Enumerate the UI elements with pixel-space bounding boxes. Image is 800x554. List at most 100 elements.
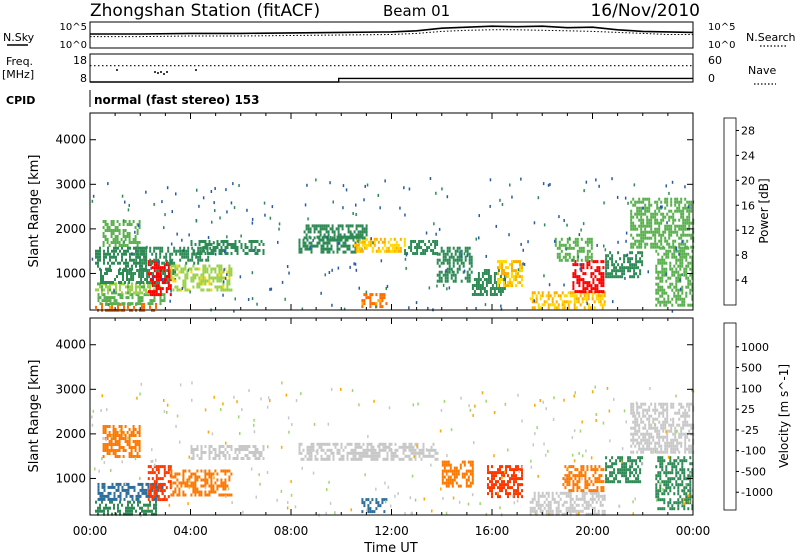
- nsearch-tick-bottom: 10^0: [708, 40, 735, 51]
- heatmap-patch: [303, 224, 368, 240]
- heatmap-noise: [91, 177, 695, 313]
- nsky-tick-top: 10^5: [60, 22, 87, 33]
- power-colorbar: 4 8 12 16 20 24 28: [723, 117, 755, 306]
- freq-unit-label: [MHz]: [2, 68, 34, 81]
- power-heatmap-panel: 1000 2000 3000 4000 Slant Range [km] 4 8 12 16…: [27, 112, 771, 313]
- colorbar-tick-label: 28: [741, 124, 755, 137]
- y-tick-label: 3000: [55, 382, 86, 396]
- nsky-series-line: [90, 25, 694, 35]
- velocity-colorbar-label: Velocity [m s^-1]: [777, 364, 791, 468]
- y-tick-label: 2000: [55, 222, 86, 236]
- colorbar-tick-label: 16: [741, 199, 755, 212]
- heatmap-patch: [404, 240, 439, 255]
- colorbar-tick-label: 20: [741, 174, 755, 187]
- velocity-x-axis: 00:00 04:00 08:00 12:00 16:00 20:00 00:00: [73, 524, 711, 538]
- time-axis-label: Time UT: [363, 541, 417, 554]
- freq-series-line: [90, 77, 693, 83]
- heatmap-patch: [190, 240, 265, 255]
- heatmap-patch: [572, 260, 605, 294]
- x-tick-label: 04:00: [173, 524, 208, 538]
- frequency-panel: Freq. [MHz] 18 8 60 0 Nave: [2, 53, 776, 85]
- freq-tick-top: 18: [73, 54, 87, 67]
- heatmap-patch: [298, 442, 439, 461]
- heatmap-patch: [361, 498, 388, 514]
- freq-scatter-dots: [116, 69, 197, 75]
- heatmap-patch: [562, 465, 605, 493]
- nsky-label: N.Sky: [3, 31, 35, 44]
- x-tick-label: 20:00: [575, 524, 610, 538]
- nsearch-label: N.Search: [746, 31, 796, 44]
- power-y-axis-label: Slant Range [km]: [27, 155, 42, 268]
- velocity-y-axis-label: Slant Range [km]: [27, 360, 42, 473]
- colorbar-tick-label: 12: [741, 224, 755, 237]
- cpid-text: normal (fast stereo) 153: [94, 93, 260, 107]
- colorbar-tick-label: 25: [741, 403, 755, 416]
- heatmap-patch: [102, 220, 141, 247]
- date-label: 16/Nov/2010: [590, 1, 700, 21]
- heatmap-patch: [95, 500, 157, 516]
- y-tick-label: 2000: [55, 427, 86, 441]
- nsearch-tick-top: 10^5: [708, 22, 735, 33]
- heatmap-patch: [630, 197, 695, 249]
- colorbar-tick-label: 4: [741, 274, 748, 287]
- heatmap-patch: [147, 465, 172, 502]
- colorbar-tick-label: -100: [741, 445, 766, 458]
- power-colorbar-label: Power [dB]: [757, 178, 771, 243]
- heatmap-patch: [605, 251, 644, 279]
- nave-label: Nave: [748, 64, 776, 77]
- colorbar-tick-label: 8: [741, 249, 748, 262]
- heatmap-patch: [655, 456, 694, 511]
- heatmap-noise: [91, 381, 695, 518]
- heatmap-patch: [353, 237, 406, 253]
- colorbar-tick-label: 100: [741, 382, 762, 395]
- x-tick-label: 00:00: [676, 524, 711, 538]
- velocity-colorbar: 1000 500 100 25 -25 -100 -500 -1000: [723, 322, 773, 511]
- x-tick-label: 00:00: [73, 524, 108, 538]
- heatmap-patch: [170, 264, 233, 292]
- heatmap-patch: [529, 491, 606, 516]
- nsky-tick-bottom: 10^0: [60, 40, 87, 51]
- station-title: Zhongshan Station (fitACF): [90, 1, 320, 21]
- colorbar-tick-label: -1000: [741, 486, 773, 499]
- y-tick-label: 4000: [55, 133, 86, 147]
- heatmap-patch: [102, 425, 141, 458]
- colorbar-tick-label: -25: [741, 424, 759, 437]
- heatmap-patch: [554, 237, 593, 262]
- heatmap-patch: [605, 456, 644, 484]
- colorbar-tick-label: -500: [741, 465, 766, 478]
- power-y-axis: 1000 2000 3000 4000: [55, 113, 694, 310]
- heatmap-patch: [97, 482, 166, 501]
- heatmap-patch: [147, 260, 172, 297]
- colorbar-tick-label: 500: [741, 362, 762, 375]
- y-tick-label: 3000: [55, 177, 86, 191]
- y-tick-label: 1000: [55, 471, 86, 485]
- heatmap-patch: [361, 293, 388, 309]
- power-heatmap-data: [91, 177, 695, 313]
- heatmap-patch: [529, 291, 606, 310]
- heatmap-patch: [487, 465, 523, 499]
- heatmap-patch: [655, 246, 694, 307]
- colorbar-tick-label: 24: [741, 149, 755, 162]
- x-tick-label: 12:00: [374, 524, 409, 538]
- y-tick-label: 4000: [55, 338, 86, 352]
- heatmap-patch: [190, 445, 265, 460]
- nave-tick-bottom: 0: [708, 72, 715, 85]
- velocity-heatmap-data: [91, 381, 695, 518]
- nave-tick-top: 60: [708, 54, 722, 67]
- heatmap-patch: [497, 260, 523, 288]
- velocity-y-axis: 1000 2000 3000 4000: [55, 318, 694, 515]
- heatmap-patch: [97, 293, 166, 306]
- heatmap-patch: [630, 402, 695, 454]
- heatmap-patch: [436, 246, 473, 283]
- velocity-heatmap-panel: 1000 2000 3000 4000 00:00 04:00 08:00 12:00 16:…: [27, 317, 791, 554]
- cpid-label: CPID: [6, 94, 35, 107]
- freq-label: Freq.: [6, 55, 33, 68]
- noise-panel: N.Sky 10^5 10^0 10^5 10^0 N.Search: [3, 21, 796, 51]
- nsearch-series-line: [90, 29, 693, 38]
- y-tick-label: 1000: [55, 266, 86, 280]
- freq-tick-bottom: 8: [80, 72, 87, 85]
- heatmap-patch: [135, 246, 212, 265]
- x-tick-label: 16:00: [475, 524, 510, 538]
- heatmap-patch: [170, 469, 233, 497]
- beam-label: Beam 01: [383, 2, 450, 20]
